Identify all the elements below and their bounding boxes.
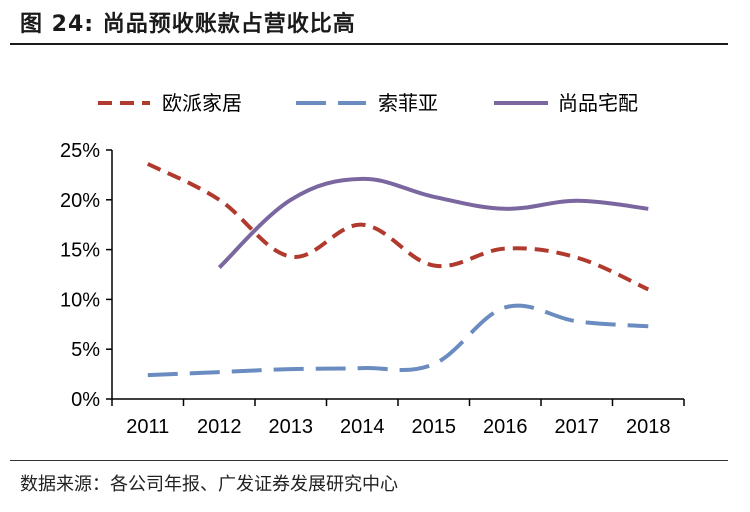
y-tick-label: 20% [60,190,100,212]
chart-series [146,162,650,378]
x-tick-label: 2016 [483,416,528,438]
x-tick-label: 2014 [340,416,385,438]
series-line-1 [146,162,650,292]
x-axis: 2011 2012 2013 2014 2015 2016 2017 2018 [111,398,685,438]
source-divider [10,460,728,461]
legend-label-2: 索菲亚 [378,91,438,115]
y-tick-label: 0% [71,389,100,411]
series-line-3 [217,176,649,269]
x-tick-label: 2017 [555,416,600,438]
y-axis: 0% 5% 10% 15% 20% 25% [60,140,113,411]
x-tick-label: 2013 [269,416,314,438]
y-tick-label: 10% [60,289,100,311]
x-tick-label: 2011 [126,416,169,438]
x-tick-label: 2012 [197,416,242,438]
series-line-2 [147,303,649,378]
y-tick-label: 5% [71,339,100,361]
legend-label-3: 尚品宅配 [558,91,638,115]
x-tick-label: 2018 [626,416,671,438]
y-tick-label: 15% [60,240,100,262]
legend-label-1: 欧派家居 [162,91,242,115]
y-tick-label: 25% [60,140,100,162]
chart-legend: 欧派家居 索菲亚 尚品宅配 [98,91,638,115]
title-divider [10,43,728,45]
figure-title: 图 24: 尚品预收账款占营收比高 [20,12,356,37]
figure-source: 数据来源：各公司年报、广发证券发展研究中心 [20,474,398,495]
x-tick-label: 2015 [412,416,457,438]
